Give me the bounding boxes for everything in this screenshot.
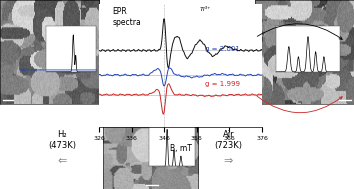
Text: EPR
spectra: EPR spectra bbox=[112, 8, 141, 27]
X-axis label: B, mT: B, mT bbox=[170, 144, 192, 153]
Text: g = 1.999: g = 1.999 bbox=[205, 81, 240, 87]
Text: Air
(723K): Air (723K) bbox=[214, 130, 242, 149]
Text: g = 2.001: g = 2.001 bbox=[205, 46, 240, 52]
Text: TiC: TiC bbox=[108, 103, 118, 109]
Text: ⇒: ⇒ bbox=[224, 156, 233, 166]
Text: H₂
(473K): H₂ (473K) bbox=[48, 130, 76, 149]
Text: Ti³⁺: Ti³⁺ bbox=[200, 8, 211, 12]
Text: ⇐: ⇐ bbox=[57, 156, 67, 166]
